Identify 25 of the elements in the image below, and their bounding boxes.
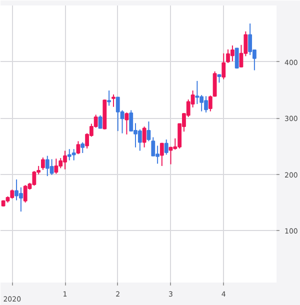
candlestick (164, 138, 168, 156)
candlestick (107, 90, 112, 106)
candlestick (76, 140, 80, 155)
candlestick (146, 120, 151, 142)
candlestick (142, 126, 146, 148)
candlestick (222, 52, 226, 80)
candlestick (23, 184, 28, 204)
candlestick (72, 148, 76, 161)
candlestick (10, 189, 14, 200)
candlestick (116, 96, 120, 132)
candlestick (138, 128, 142, 152)
candlestick (160, 142, 164, 166)
candlestick (41, 157, 45, 170)
candlestick (112, 94, 116, 108)
candlestick (45, 155, 50, 177)
candlestick (248, 23, 252, 56)
candlestick (80, 142, 85, 154)
candlestick (124, 112, 129, 135)
candlestick (234, 48, 239, 70)
candlestick (195, 80, 200, 105)
candlestick (129, 110, 134, 132)
candlestick (32, 170, 36, 186)
candlestick (151, 136, 156, 156)
candlestick (54, 158, 58, 174)
candlestick (50, 158, 54, 176)
